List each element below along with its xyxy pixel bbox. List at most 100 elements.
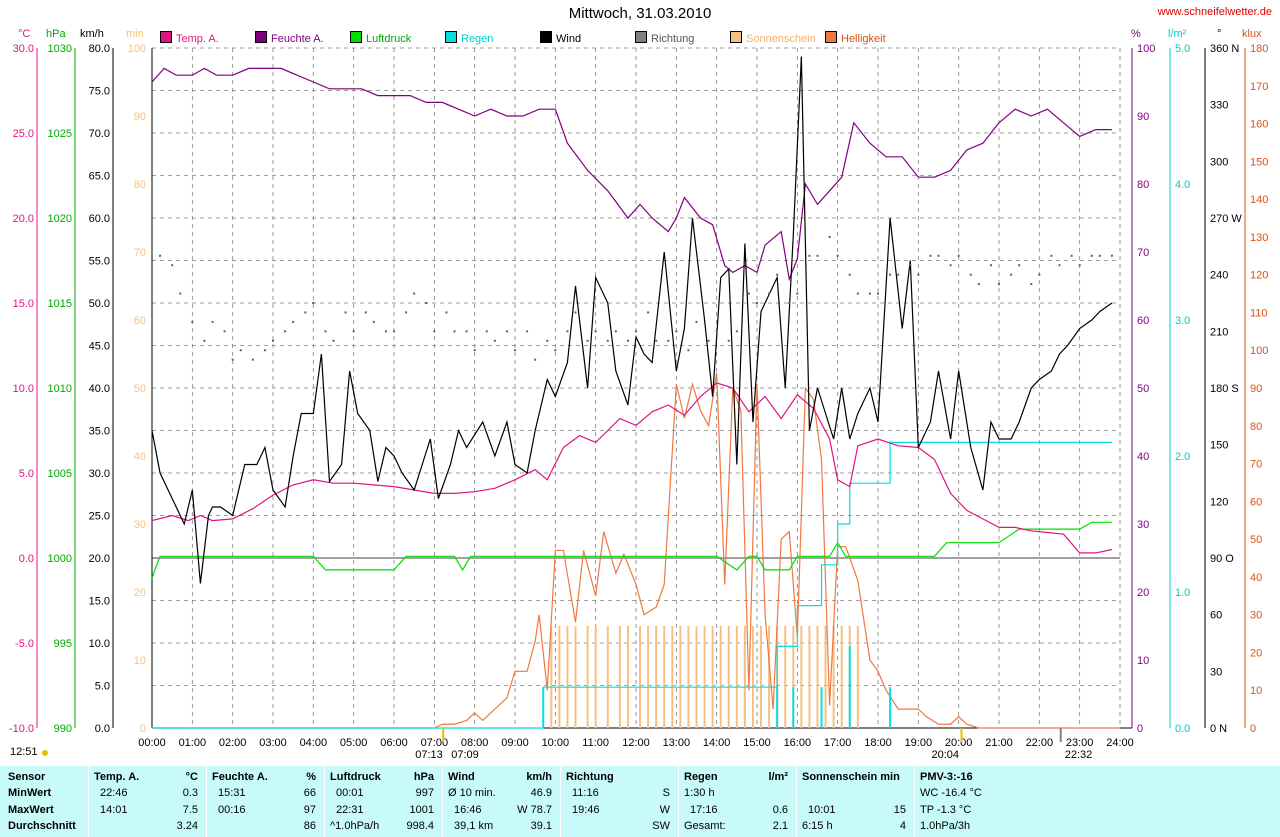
brightness-unit: klux: [1242, 28, 1262, 40]
direction-point: [203, 339, 206, 342]
wind-tick-label: 65.0: [89, 171, 110, 183]
temp-tick-label: 20.0: [13, 213, 34, 225]
direction-point: [788, 302, 791, 304]
wind-tick-label: 20.0: [89, 553, 110, 565]
legend-label: Regen: [461, 33, 494, 45]
stats-time: 15:31: [218, 787, 246, 799]
brightness-tick-label: 70: [1250, 459, 1262, 471]
x-tick-label: 18:00: [864, 737, 892, 749]
stats-col-direction: Richtung 11:16 S 19:46 W SW: [560, 766, 678, 837]
direction-point: [1090, 254, 1093, 257]
sunrise2-label: 07:09: [451, 749, 479, 761]
legend-label: Sonnenschein: [746, 33, 816, 45]
legend-swatch: [635, 31, 647, 43]
stats-unit: l/m²: [768, 771, 788, 783]
direction-point: [808, 254, 811, 257]
temp-tick-label: 30.0: [13, 43, 34, 55]
humidity-tick-label: 40: [1137, 451, 1149, 463]
statistics-table: Sensor MinWert MaxWert Durchschnitt Temp…: [0, 766, 1280, 837]
legend-label: Helligkeit: [841, 33, 886, 45]
direction-point: [647, 311, 650, 314]
humidity-tick-label: 30: [1137, 519, 1149, 531]
direction-point: [828, 235, 831, 238]
direction-tick-label: 240: [1210, 270, 1228, 282]
wind-unit: km/h: [80, 28, 104, 40]
wind-tick-label: 5.0: [95, 681, 110, 693]
sunset-label: 20:04: [931, 749, 959, 761]
row-label-avg: Durchschnitt: [8, 820, 76, 832]
legend-swatch: [825, 31, 837, 43]
legend-swatch: [730, 31, 742, 43]
brightness-tick-label: 150: [1250, 156, 1268, 168]
stats-value: 1.0hPa/3h: [920, 820, 971, 832]
x-tick-label: 12:00: [622, 737, 650, 749]
direction-point: [998, 283, 1000, 286]
rain-tick-label: 2.0: [1175, 451, 1190, 463]
stats-time: 1:30 h: [684, 787, 715, 799]
direction-point: [372, 320, 375, 323]
divider: [206, 766, 207, 837]
wind-tick-label: 40.0: [89, 383, 110, 395]
direction-point: [272, 339, 274, 342]
stats-value: 0.3: [182, 787, 198, 799]
direction-point: [868, 292, 871, 295]
stats-time: 22:46: [100, 787, 128, 799]
rain-unit: l/m²: [1168, 28, 1187, 40]
stats-time: 10:01: [808, 804, 836, 816]
humidity-unit: %: [1131, 28, 1141, 40]
x-tick-label: 03:00: [259, 737, 287, 749]
legend-swatch: [350, 31, 362, 43]
direction-point: [594, 330, 597, 333]
direction-tick-label: 270 W: [1210, 213, 1242, 225]
stats-header: Luftdruck: [330, 771, 381, 783]
sun-tick-label: 60: [134, 315, 146, 327]
brightness-tick-label: 180: [1250, 43, 1268, 55]
x-tick-label: 24:00: [1106, 737, 1134, 749]
stats-time: 19:46: [572, 804, 600, 816]
brightness-tick-label: 140: [1250, 194, 1268, 206]
sun-tick-label: 30: [134, 519, 146, 531]
stats-unit: °C: [185, 771, 198, 783]
x-tick-label: 02:00: [219, 737, 247, 749]
direction-tick-label: 60: [1210, 610, 1222, 622]
direction-point: [836, 254, 839, 257]
temp-tick-label: 25.0: [13, 128, 34, 140]
wind-tick-label: 55.0: [89, 256, 110, 268]
site-url[interactable]: www.schneifelwetter.de: [1157, 6, 1272, 18]
stats-header: Temp. A.: [94, 771, 140, 783]
direction-point: [1110, 254, 1113, 257]
direction-point: [453, 330, 456, 333]
stats-col-humidity: Feuchte A. % 15:31 66 00:16 97 86: [206, 766, 324, 837]
wind-tick-label: 15.0: [89, 596, 110, 608]
direction-tick-label: 30: [1210, 666, 1222, 678]
stats-col-pressure: Luftdruck hPa 00:01 997 22:31 1001 ^1.0h…: [324, 766, 442, 837]
direction-point: [364, 311, 367, 314]
brightness-tick-label: 120: [1250, 270, 1268, 282]
wind-tick-label: 45.0: [89, 341, 110, 353]
direction-point: [159, 254, 162, 257]
wind-tick-label: 80.0: [89, 43, 110, 55]
stats-value: 15: [893, 804, 906, 816]
direction-point: [917, 273, 920, 276]
wind-tick-label: 10.0: [89, 638, 110, 650]
direction-point: [554, 349, 557, 352]
divider: [678, 766, 679, 837]
stats-value: 46.9: [530, 787, 552, 799]
direction-point: [877, 292, 879, 295]
pressure-tick-label: 1010: [48, 383, 72, 395]
pressure-line: [151, 521, 1112, 579]
stats-header: Feuchte A.: [212, 771, 268, 783]
start-time-label: 12:51: [10, 746, 38, 758]
wind-tick-label: 50.0: [89, 298, 110, 310]
direction-point: [626, 339, 629, 342]
direction-point: [1038, 273, 1041, 276]
stats-value: 86: [303, 820, 316, 832]
humidity-tick-label: 60: [1137, 315, 1149, 327]
stats-col-rain: Regen l/m² 1:30 h 17:16 0.6 Gesamt: 2.1: [678, 766, 796, 837]
stats-value: 3.24: [176, 820, 198, 832]
sun-tick-label: 20: [134, 587, 146, 599]
row-label-max: MaxWert: [8, 804, 54, 816]
sun-tick-label: 100: [128, 43, 146, 55]
humidity-tick-label: 0: [1137, 723, 1143, 735]
temp-tick-label: 15.0: [13, 298, 34, 310]
